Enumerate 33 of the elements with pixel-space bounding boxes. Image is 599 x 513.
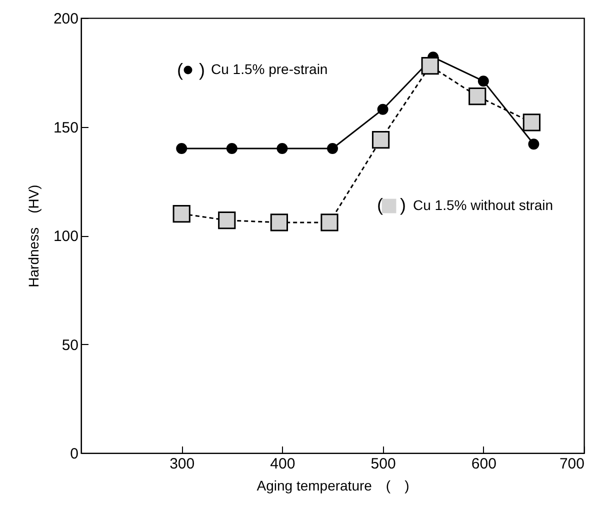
x-tick-label: 700: [559, 456, 584, 472]
point: [372, 130, 390, 149]
legend-label: Cu 1.5% pre-strain: [211, 61, 328, 77]
point: [468, 87, 486, 106]
y-tick-label: 200: [53, 10, 78, 28]
x-tick-label: 600: [471, 456, 496, 472]
annotation: ): [199, 60, 205, 80]
y-tick-label: 150: [53, 119, 78, 136]
annotation: ): [400, 195, 406, 215]
point: [276, 143, 288, 154]
point: [522, 114, 540, 132]
point: [528, 138, 540, 150]
y-axis-title: Hardness (HV): [25, 184, 42, 288]
point: [218, 211, 236, 230]
y-tick-label: 0: [70, 446, 78, 462]
x-tick-label: 400: [270, 456, 296, 472]
annotation: (: [377, 195, 383, 215]
y-tick-label: 50: [62, 336, 78, 354]
point: [270, 214, 288, 232]
legend-label: Cu 1.5% without strain: [413, 197, 554, 213]
point: [327, 143, 338, 154]
point: [226, 143, 238, 154]
point: [176, 143, 188, 154]
annotation: (: [177, 60, 183, 80]
point: [421, 57, 439, 75]
x-tick-label: 300: [170, 456, 195, 472]
point: [478, 76, 489, 87]
point: [172, 204, 190, 223]
point: [377, 104, 388, 115]
y-tick-label: 100: [53, 228, 78, 245]
x-axis-title: Aging temperature ( ): [256, 478, 410, 494]
point: [320, 214, 338, 232]
x-tick-label: 500: [370, 456, 396, 472]
